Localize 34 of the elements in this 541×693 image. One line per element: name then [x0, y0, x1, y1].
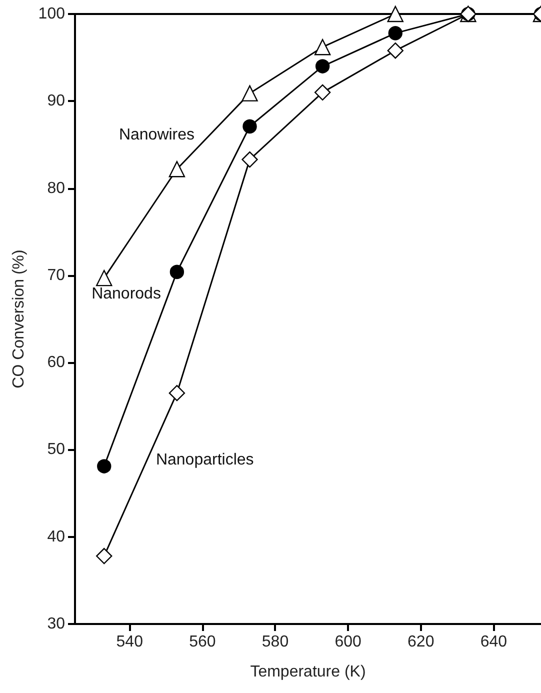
x-tick-label: 600 — [334, 634, 362, 650]
x-tick-label: 620 — [408, 634, 434, 650]
point — [314, 39, 331, 56]
x-tick-label: 640 — [480, 634, 508, 650]
x-tick-label: 580 — [262, 634, 289, 650]
point — [168, 384, 186, 402]
point — [168, 161, 186, 178]
y-axis-title: CO Conversion (%) — [10, 250, 28, 388]
y-tick-label: 100 — [38, 6, 66, 22]
series-label: Nanorods — [92, 285, 161, 302]
y-tick-label: 40 — [47, 528, 66, 546]
point — [170, 264, 184, 280]
point — [242, 119, 257, 134]
point — [314, 84, 331, 101]
y-tick-label: 70 — [47, 266, 66, 284]
y-tick-label: 50 — [47, 441, 66, 458]
y-tick-label: 60 — [47, 354, 66, 372]
point — [242, 151, 258, 168]
x-axis-title: Temperature (K) — [250, 664, 366, 680]
y-tick-label: 80 — [47, 180, 66, 197]
point — [388, 26, 402, 40]
y-tick-label: 90 — [47, 92, 66, 110]
point — [387, 6, 404, 22]
point — [96, 270, 112, 286]
series-label: Nanoparticles — [156, 452, 254, 469]
y-tick-label: 30 — [47, 616, 66, 632]
point — [315, 59, 330, 74]
point — [96, 548, 112, 564]
point — [97, 459, 112, 474]
x-tick-label: 540 — [116, 634, 144, 650]
point — [242, 85, 258, 102]
series-label: Nanowires — [118, 126, 195, 144]
point — [387, 42, 404, 59]
x-tick-label: 560 — [189, 634, 216, 650]
